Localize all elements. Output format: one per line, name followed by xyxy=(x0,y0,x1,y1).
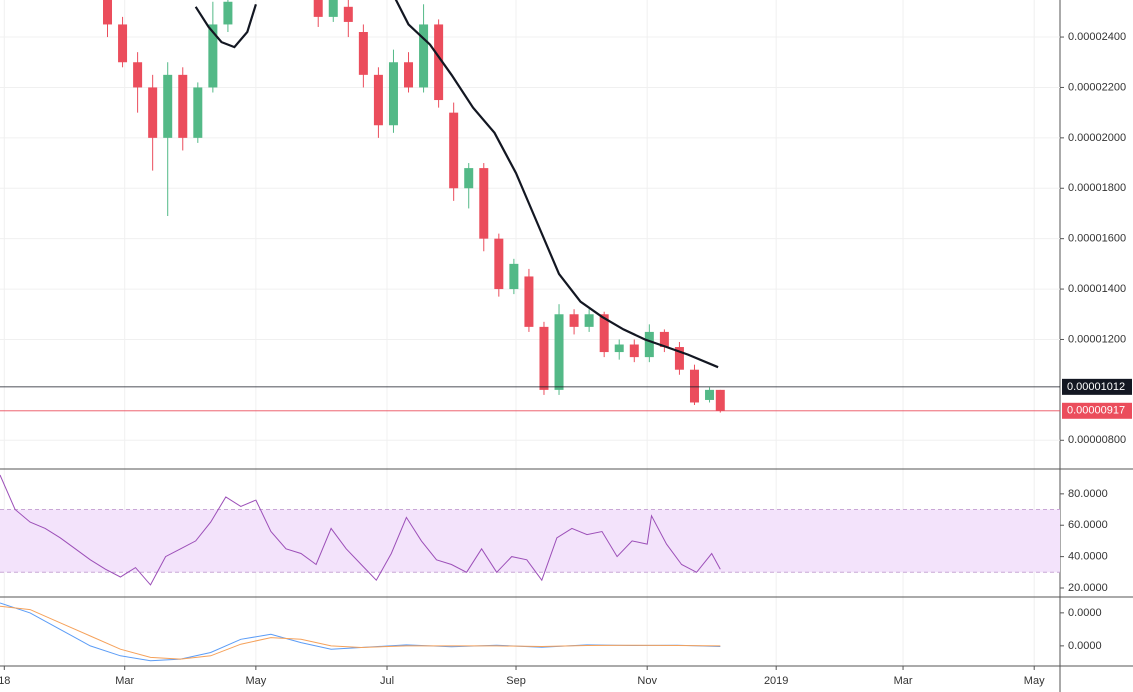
pane xyxy=(0,474,1060,586)
x-tick-label: Nov xyxy=(637,675,657,687)
candle-body xyxy=(343,6,353,22)
y-tick-label: 40.0000 xyxy=(1068,551,1108,563)
candle-body xyxy=(178,74,188,138)
candle-body xyxy=(554,314,564,390)
candle-body xyxy=(358,32,368,75)
y-tick-label: 0.00001400 xyxy=(1068,283,1126,295)
candle-body xyxy=(404,62,414,88)
x-tick-label: May xyxy=(1024,675,1045,687)
candle-body xyxy=(479,168,489,239)
line-series xyxy=(0,474,721,586)
y-tick-label: 0.00000800 xyxy=(1068,434,1126,446)
candle-body xyxy=(373,74,383,126)
candle-body xyxy=(509,263,519,290)
candle-body xyxy=(449,112,459,189)
candle-body xyxy=(163,74,173,138)
candle-body xyxy=(103,0,113,25)
y-tick-label: 0.0000 xyxy=(1068,640,1102,652)
candle-body xyxy=(193,87,203,138)
candle-body xyxy=(674,347,684,370)
candle-body xyxy=(689,369,699,403)
rsi-band xyxy=(0,509,1060,573)
price-label-box xyxy=(1062,378,1132,395)
candle-body xyxy=(464,168,474,189)
candle-body xyxy=(659,331,669,348)
candle-body xyxy=(148,87,158,138)
price-label: 0.00001012 xyxy=(1067,381,1125,393)
y-tick-label: 0.00001200 xyxy=(1068,333,1126,345)
price-label-box xyxy=(1062,402,1132,419)
candle-body xyxy=(644,331,654,358)
y-tick-label: 0.00002400 xyxy=(1068,31,1126,43)
candle-body xyxy=(133,62,143,88)
x-tick-label: May xyxy=(245,675,266,687)
candle-body xyxy=(629,344,639,358)
line-series xyxy=(0,605,721,660)
y-tick-label: 0.00001600 xyxy=(1068,233,1126,245)
candle-body xyxy=(705,389,715,400)
candle-body xyxy=(494,238,504,290)
x-tick-label: 18 xyxy=(0,675,10,687)
y-tick-label: 0.0000 xyxy=(1068,607,1102,619)
candle-body xyxy=(599,314,609,353)
candle-body xyxy=(524,276,534,327)
y-tick-label: 60.0000 xyxy=(1068,519,1108,531)
x-tick-label: 2019 xyxy=(764,675,788,687)
x-tick-label: Jul xyxy=(380,675,394,687)
candle-body xyxy=(569,314,579,327)
price-label: 0.00000917 xyxy=(1067,405,1125,417)
line-series xyxy=(194,0,719,369)
x-tick-label: Mar xyxy=(894,675,913,687)
pane xyxy=(0,602,721,662)
candle-body xyxy=(614,344,624,353)
y-tick-label: 0.00002200 xyxy=(1068,81,1126,93)
candle-body xyxy=(539,326,549,390)
candle-body xyxy=(118,24,128,63)
y-tick-label: 0.00001800 xyxy=(1068,182,1126,194)
x-tick-label: Sep xyxy=(506,675,526,687)
line-series xyxy=(0,602,721,662)
y-tick-label: 20.0000 xyxy=(1068,582,1108,594)
candle-body xyxy=(584,314,594,327)
candle-body xyxy=(313,0,323,17)
pane xyxy=(0,0,1060,441)
y-tick-label: 80.0000 xyxy=(1068,488,1108,500)
x-tick-label: Mar xyxy=(115,675,134,687)
candle-body xyxy=(208,24,218,88)
candle-body xyxy=(328,0,338,17)
candle-body xyxy=(223,1,233,25)
candle-body xyxy=(419,24,429,88)
candle-body xyxy=(715,389,725,411)
candle-body xyxy=(388,62,398,126)
y-tick-label: 0.00002000 xyxy=(1068,132,1126,144)
candle-body xyxy=(434,24,444,101)
